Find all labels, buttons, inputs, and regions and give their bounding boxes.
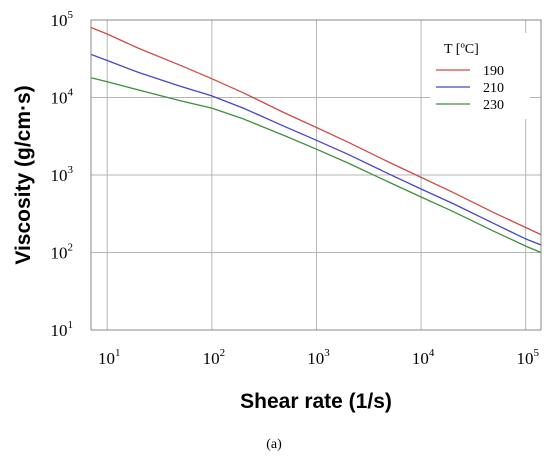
x-tick-label-3: 104 <box>412 347 435 368</box>
x-tick-label-4-base: 10 <box>516 349 533 368</box>
x-tick-label-1-exponent: 2 <box>220 347 226 359</box>
legend-label-210: 210 <box>483 81 504 96</box>
legend-label-230: 230 <box>483 98 504 113</box>
series-line-210 <box>90 53 542 246</box>
x-tick-label-1-base: 10 <box>203 349 220 368</box>
y-tick-label-0-exponent: 1 <box>68 319 74 331</box>
y-tick-label-2-base: 10 <box>51 166 68 185</box>
figure-caption: (a) <box>266 437 282 452</box>
y-tick-label-3-exponent: 4 <box>68 87 74 99</box>
x-tick-labels: 101 102 103 104 105 <box>98 347 540 368</box>
y-tick-label-3-base: 10 <box>51 89 68 108</box>
y-tick-label-4-exponent: 5 <box>68 9 74 21</box>
x-tick-label-2: 103 <box>307 347 330 368</box>
y-tick-label-4: 105 <box>51 9 74 30</box>
series-line-190 <box>90 26 542 236</box>
y-tick-label-0: 101 <box>51 319 74 340</box>
y-tick-label-2: 103 <box>51 164 74 185</box>
y-tick-label-0-base: 10 <box>51 321 68 340</box>
y-tick-label-1-exponent: 2 <box>68 242 74 254</box>
y-tick-label-2-exponent: 3 <box>68 164 74 176</box>
y-tick-label-1-base: 10 <box>51 244 68 263</box>
x-tick-label-3-base: 10 <box>412 349 429 368</box>
x-axis-title: Shear rate (1/s) <box>240 390 392 413</box>
x-tick-label-4-exponent: 5 <box>533 347 539 359</box>
x-tick-label-1: 102 <box>203 347 226 368</box>
y-tick-label-1: 102 <box>51 242 74 263</box>
legend-label-190: 190 <box>483 64 504 79</box>
x-tick-label-2-exponent: 3 <box>324 347 330 359</box>
plot-frame <box>90 19 542 331</box>
y-axis-title: Viscosity (g/cm·s) <box>12 85 35 264</box>
x-tick-label-2-base: 10 <box>307 349 324 368</box>
legend-background <box>430 33 530 119</box>
y-tick-label-4-base: 10 <box>51 11 68 30</box>
x-tick-label-0-exponent: 1 <box>115 347 121 359</box>
series-line-230 <box>90 77 542 254</box>
legend-title: T [ºC] <box>444 42 479 57</box>
series-lines <box>90 26 542 254</box>
y-tick-label-3: 104 <box>51 87 74 108</box>
legend: T [ºC] 190 210 230 <box>430 33 530 119</box>
x-tick-label-0-base: 10 <box>98 349 115 368</box>
x-tick-label-0: 101 <box>98 347 121 368</box>
x-tick-label-4: 105 <box>516 347 539 368</box>
x-tick-label-3-exponent: 4 <box>429 347 435 359</box>
